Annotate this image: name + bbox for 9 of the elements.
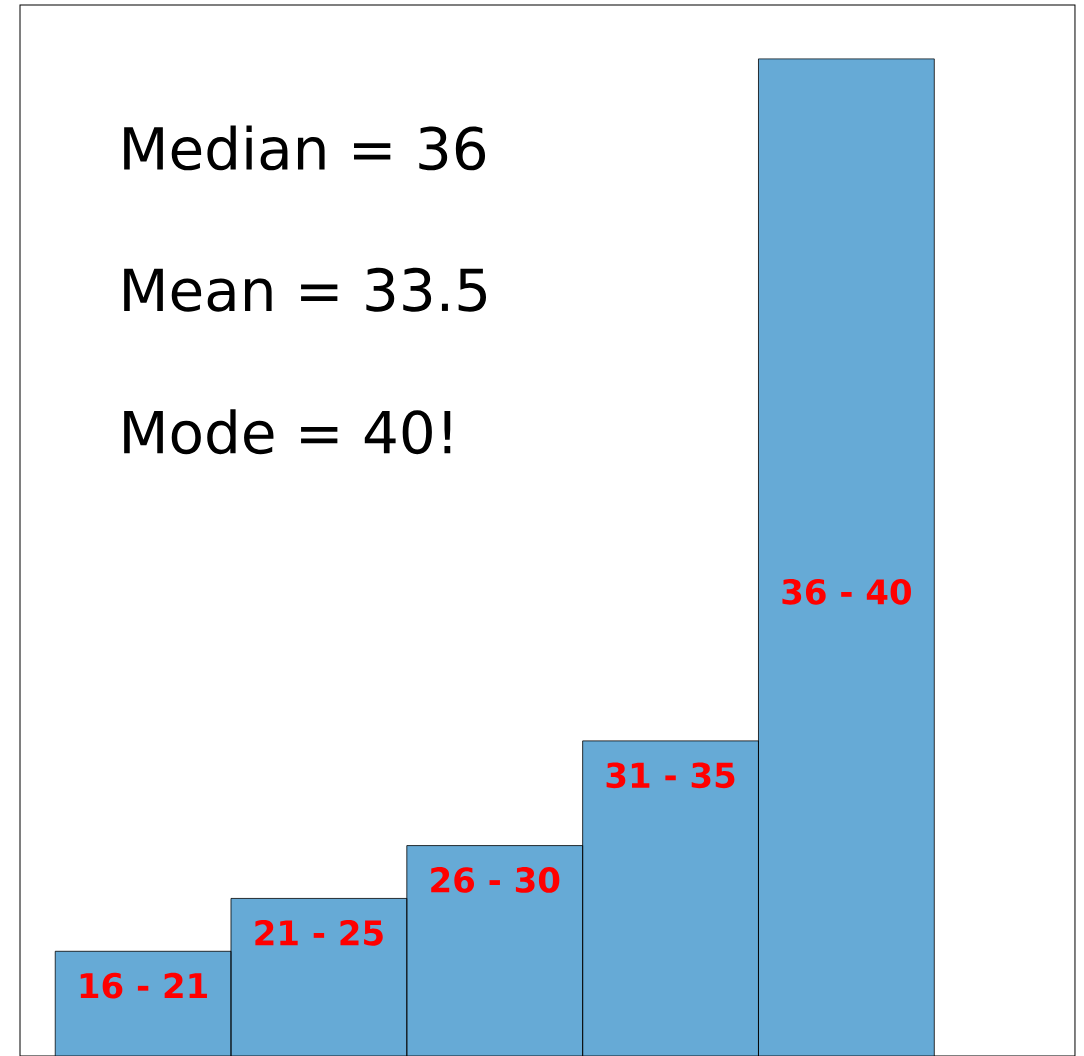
annotation: Mode = 40! [124,409,451,455]
x-tick-label: 26 - 30 [431,867,560,893]
annotation: Mean = 33.5 [124,267,487,312]
x-tick-label: 16 - 21 [80,972,207,999]
x-tick-label: 21 - 25 [255,919,383,946]
x-tick-label: 31 - 35 [606,762,735,789]
x-tick-label: 36 - 40 [782,578,911,605]
bar [54,950,232,1056]
annotation: Median = 36 [124,125,486,171]
